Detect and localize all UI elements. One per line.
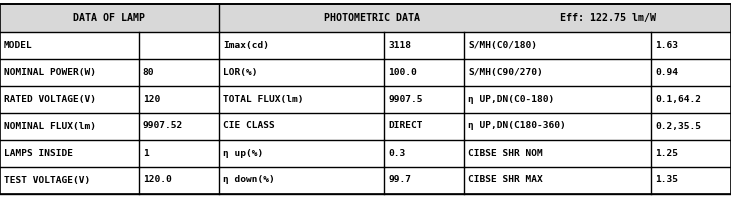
- Bar: [0, 4, 219, 32]
- Text: S/MH(C90/270): S/MH(C90/270): [469, 68, 543, 76]
- Text: η down(%): η down(%): [223, 176, 275, 185]
- Text: 120.0: 120.0: [143, 176, 172, 185]
- Text: RATED VOLTAGE(V): RATED VOLTAGE(V): [4, 95, 96, 103]
- Text: 1: 1: [143, 149, 148, 157]
- Text: 1.63: 1.63: [655, 41, 678, 49]
- Text: LAMPS INSIDE: LAMPS INSIDE: [4, 149, 73, 157]
- Text: DATA OF LAMP: DATA OF LAMP: [73, 12, 145, 22]
- Text: CIE CLASS: CIE CLASS: [223, 122, 275, 130]
- Text: NOMINAL FLUX(lm): NOMINAL FLUX(lm): [4, 122, 96, 130]
- Text: η up(%): η up(%): [223, 149, 263, 157]
- Text: 9907.5: 9907.5: [388, 95, 423, 103]
- Text: 100.0: 100.0: [388, 68, 417, 76]
- Bar: [219, 4, 731, 32]
- Text: MODEL: MODEL: [4, 41, 33, 49]
- Text: 0.1,64.2: 0.1,64.2: [655, 95, 701, 103]
- Text: 1.35: 1.35: [655, 176, 678, 185]
- Text: η UP,DN(C180-360): η UP,DN(C180-360): [469, 122, 566, 130]
- Text: S/MH(C0/180): S/MH(C0/180): [469, 41, 537, 49]
- Text: TOTAL FLUX(lm): TOTAL FLUX(lm): [223, 95, 303, 103]
- Text: 0.3: 0.3: [388, 149, 406, 157]
- Text: 0.94: 0.94: [655, 68, 678, 76]
- Text: η UP,DN(C0-180): η UP,DN(C0-180): [469, 95, 554, 103]
- Text: Eff: 122.75 lm/W: Eff: 122.75 lm/W: [560, 12, 656, 22]
- Text: NOMINAL POWER(W): NOMINAL POWER(W): [4, 68, 96, 76]
- Text: 0.2,35.5: 0.2,35.5: [655, 122, 701, 130]
- Text: CIBSE SHR NOM: CIBSE SHR NOM: [469, 149, 543, 157]
- Text: Imax(cd): Imax(cd): [223, 41, 269, 49]
- Text: TEST VOLTAGE(V): TEST VOLTAGE(V): [4, 176, 90, 185]
- Text: DIRECT: DIRECT: [388, 122, 423, 130]
- Text: 9907.52: 9907.52: [143, 122, 183, 130]
- Text: 120: 120: [143, 95, 160, 103]
- Text: 99.7: 99.7: [388, 176, 411, 185]
- Text: LOR(%): LOR(%): [223, 68, 257, 76]
- Text: 1.25: 1.25: [655, 149, 678, 157]
- Text: PHOTOMETRIC DATA: PHOTOMETRIC DATA: [325, 12, 420, 22]
- Text: CIBSE SHR MAX: CIBSE SHR MAX: [469, 176, 543, 185]
- Text: 80: 80: [143, 68, 154, 76]
- Text: 3118: 3118: [388, 41, 411, 49]
